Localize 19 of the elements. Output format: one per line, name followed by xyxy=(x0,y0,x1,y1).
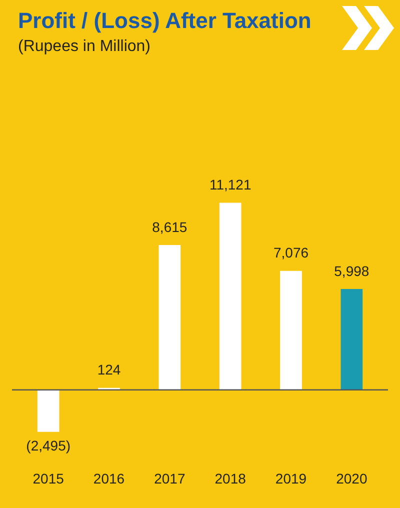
x-tick-label: 2017 xyxy=(154,470,186,486)
bar xyxy=(158,244,181,390)
x-tick-label: 2016 xyxy=(93,470,125,486)
chart-title: Profit / (Loss) After Taxation xyxy=(18,8,312,34)
data-label: 124 xyxy=(97,362,121,378)
bar xyxy=(340,288,363,390)
bar xyxy=(280,270,302,390)
data-label: (2,495) xyxy=(26,438,71,454)
data-label: 8,615 xyxy=(152,218,188,235)
data-label: 5,998 xyxy=(334,262,370,279)
bar xyxy=(219,202,242,390)
data-label: 7,076 xyxy=(273,244,309,261)
bar xyxy=(37,390,60,432)
data-label: 11,121 xyxy=(209,176,252,193)
x-tick-label: 2018 xyxy=(214,470,246,486)
chart-subtitle: (Rupees in Million) xyxy=(18,38,150,56)
x-tick-label: 2020 xyxy=(336,470,368,486)
x-tick-label: 2015 xyxy=(32,470,64,486)
x-tick-label: 2019 xyxy=(275,470,307,486)
